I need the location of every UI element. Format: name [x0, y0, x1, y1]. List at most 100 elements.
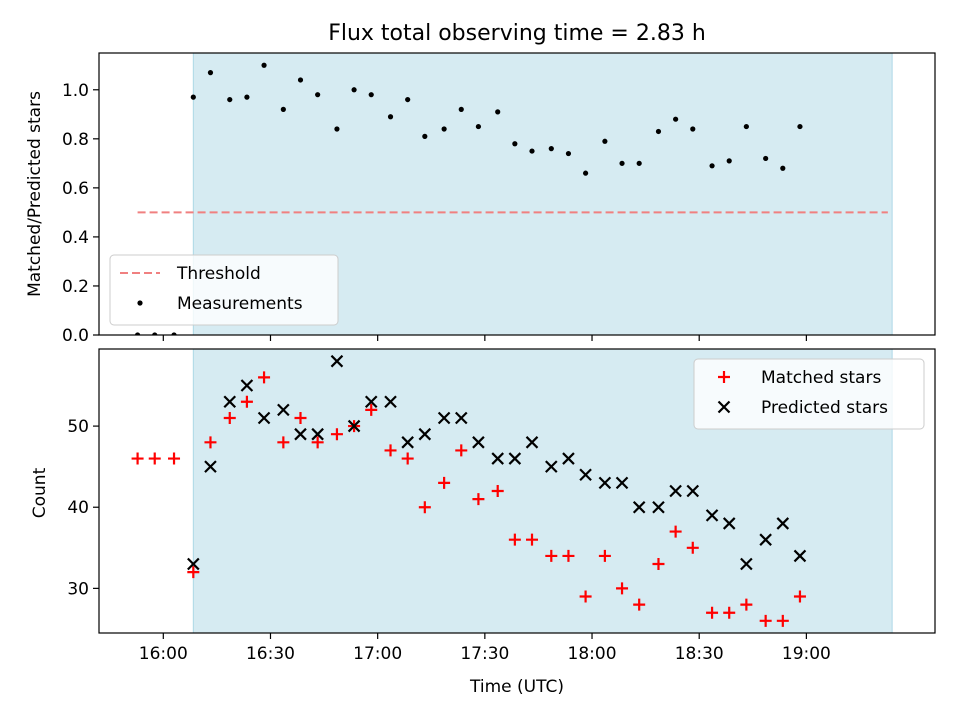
bottom-matched-stars-point: [223, 411, 236, 424]
top-measurements-point: [297, 77, 304, 83]
bottom-matched-stars-point: [187, 566, 200, 579]
top-legend-measurements-swatch: [137, 300, 143, 306]
bottom-legend-matched-stars-swatch: [718, 371, 730, 383]
bottom-predicted-stars-point: [793, 549, 807, 563]
bottom-xtick-label: 18:00: [568, 644, 617, 664]
bottom-matched-stars-point: [669, 525, 682, 538]
bottom-xtick-label: 19:00: [782, 644, 831, 664]
top-measurements-point: [726, 158, 732, 164]
bottom-xtick-label: 18:30: [675, 644, 724, 664]
top-measurements-point: [582, 170, 589, 176]
bottom-matched-stars-point: [793, 590, 806, 603]
top-measurements-point: [171, 332, 177, 335]
top-measurements-point: [441, 126, 447, 132]
top-measurements-point: [315, 92, 321, 98]
bottom-panel-xlabel: Time (UTC): [469, 677, 564, 697]
bottom-matched-stars-point: [491, 485, 504, 497]
top-plot-area: [134, 62, 888, 335]
top-measurements-point: [334, 126, 340, 132]
bottom-matched-stars-point: [455, 444, 468, 457]
bottom-matched-stars-point: [131, 452, 144, 465]
bottom-matched-stars-point: [240, 395, 253, 408]
top-legend: Threshold Measurements: [109, 254, 339, 326]
top-measurements-point: [548, 146, 554, 152]
bottom-ytick-label: 30: [67, 579, 89, 599]
top-measurements-point: [673, 116, 679, 122]
bottom-matched-stars-point: [652, 558, 665, 571]
top-measurements-point: [690, 126, 696, 132]
bottom-matched-stars-point: [330, 428, 343, 441]
top-measurements-point: [227, 96, 233, 103]
bottom-ytick-label: 40: [67, 498, 89, 518]
bottom-matched-stars-point: [633, 598, 646, 611]
bottom-matched-stars-point: [438, 476, 451, 489]
top-ytick-label: 0.2: [62, 277, 89, 297]
bottom-predicted-stars-point: [508, 452, 522, 465]
bottom-ytick-label: 50: [67, 417, 89, 437]
top-measurements-point: [190, 94, 196, 100]
bottom-xtick-label: 16:30: [246, 644, 295, 664]
top-measurements-point: [709, 163, 715, 169]
bottom-predicted-stars-point: [294, 427, 307, 441]
top-ytick-label: 0.8: [62, 130, 89, 150]
bottom-predicted-stars-point: [705, 509, 719, 522]
bottom-predicted-stars-point: [257, 411, 271, 425]
bottom-matched-stars-point: [204, 436, 217, 449]
top-measurements-point: [351, 87, 357, 93]
bottom-matched-stars-point: [706, 606, 719, 619]
top-measurements-point: [244, 94, 250, 100]
bottom-matched-stars-point: [258, 371, 271, 384]
bottom-predicted-stars-point: [472, 436, 485, 449]
bottom-predicted-stars-point: [454, 411, 468, 425]
bottom-xtick-label: 17:30: [460, 644, 509, 664]
bottom-predicted-stars-point: [632, 500, 646, 514]
bottom-predicted-stars-point: [722, 517, 736, 530]
top-measurements-point: [565, 150, 572, 157]
top-measurements-point: [619, 160, 625, 166]
bottom-predicted-stars-point: [384, 395, 397, 409]
bottom-predicted-stars-point: [347, 419, 361, 433]
top-measurements-point: [387, 114, 394, 120]
top-ytick-label: 0.6: [62, 179, 89, 199]
bottom-matched-stars-point: [686, 541, 699, 554]
bottom-predicted-stars-point: [223, 395, 237, 409]
top-ytick-label: 1.0: [62, 81, 89, 101]
bottom-matched-stars-point: [526, 533, 539, 546]
top-measurements-point: [261, 62, 267, 68]
bottom-legend-box: [693, 358, 925, 430]
top-measurements-point: [280, 106, 286, 112]
bottom-predicted-stars-point: [187, 557, 200, 571]
bottom-matched-stars-point: [365, 403, 378, 416]
chart-title: Flux total observing time = 2.83 h: [328, 21, 706, 46]
top-measurements-point: [475, 123, 482, 130]
bottom-matched-stars-point: [545, 549, 558, 562]
bottom-predicted-stars-point: [598, 476, 612, 490]
bottom-predicted-stars-point: [240, 379, 254, 392]
bottom-predicted-stars-point: [776, 517, 790, 530]
top-measurements-point: [495, 109, 501, 115]
top-legend-measurements-label: Measurements: [177, 294, 303, 314]
bottom-predicted-stars-point: [579, 468, 592, 482]
bottom-legend-predicted-stars-swatch: [717, 400, 731, 414]
top-measurements-point: [458, 106, 464, 112]
bottom-panel: 30 40 50 16:00 16:30 17:00 17:30 18:00 18:30 19:0…: [67, 348, 936, 664]
top-ytick-label: 0.4: [62, 228, 89, 248]
bottom-predicted-stars-point: [311, 427, 324, 441]
bottom-matched-stars-point: [562, 549, 575, 562]
bottom-matched-stars-point: [723, 606, 736, 619]
bottom-plot-area: [131, 354, 807, 627]
bottom-predicted-stars-point: [669, 484, 682, 498]
bottom-axes-frame: [98, 348, 936, 634]
bottom-matched-stars-point: [418, 501, 431, 514]
bottom-matched-stars-point: [401, 452, 414, 465]
bottom-matched-stars-point: [148, 452, 161, 465]
top-measurements-point: [636, 160, 642, 166]
bottom-matched-stars-point: [311, 436, 324, 449]
top-measurements-point: [134, 332, 141, 335]
bottom-predicted-stars-point: [740, 557, 753, 571]
top-measurements-point: [797, 123, 803, 130]
top-panel: 0.0 0.2 0.4 0.6 0.8 1.0 Threshold Measurements: [62, 52, 936, 346]
bottom-matched-stars-point: [598, 549, 611, 562]
bottom-predicted-stars-point: [418, 427, 432, 441]
bottom-legend: Matched stars Predicted stars: [693, 358, 925, 430]
